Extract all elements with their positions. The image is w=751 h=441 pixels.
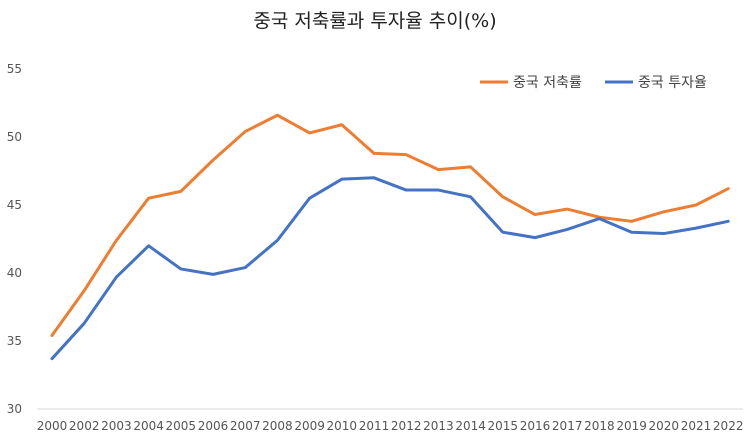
x-tick-label: 2022 xyxy=(713,419,744,433)
x-tick-label: 2021 xyxy=(681,419,712,433)
x-tick-label: 2016 xyxy=(520,419,551,433)
x-tick-label: 2005 xyxy=(166,419,197,433)
x-tick-label: 2018 xyxy=(584,419,615,433)
series-line-investment xyxy=(50,176,730,361)
x-tick-label: 2013 xyxy=(423,419,454,433)
series-lines xyxy=(50,113,730,361)
x-axis-ticks: 2000 2002 2003 2004 2005 2006 2007 2008 2009 2010… xyxy=(37,419,744,433)
x-tick-label: 2007 xyxy=(230,419,261,433)
chart-title: 중국 저축률과 투자율 추이(%) xyxy=(253,10,496,32)
x-tick-label: 2014 xyxy=(455,419,486,433)
y-tick-label: 30 xyxy=(7,402,22,416)
y-tick-label: 50 xyxy=(7,130,22,144)
x-tick-label: 2015 xyxy=(488,419,519,433)
y-tick-label: 45 xyxy=(7,198,22,212)
legend-label-savings: 중국 저축률 xyxy=(513,75,582,91)
x-tick-label: 2000 xyxy=(37,419,68,433)
legend: 중국 저축률 중국 투자율 xyxy=(480,75,707,91)
y-axis-ticks: 30 35 40 45 50 55 xyxy=(7,62,22,416)
x-tick-label: 2004 xyxy=(133,419,164,433)
x-tick-label: 2010 xyxy=(327,419,358,433)
x-tick-label: 2017 xyxy=(552,419,583,433)
y-tick-label: 40 xyxy=(7,266,22,280)
x-tick-label: 2012 xyxy=(391,419,422,433)
x-tick-label: 2003 xyxy=(101,419,132,433)
y-tick-label: 55 xyxy=(7,62,22,76)
x-tick-label: 2020 xyxy=(649,419,680,433)
x-tick-label: 2008 xyxy=(262,419,293,433)
x-tick-label: 2002 xyxy=(69,419,100,433)
x-tick-label: 2006 xyxy=(198,419,229,433)
series-line-savings xyxy=(50,113,730,338)
x-tick-label: 2011 xyxy=(359,419,390,433)
x-tick-label: 2009 xyxy=(294,419,325,433)
x-tick-label: 2019 xyxy=(616,419,647,433)
legend-label-investment: 중국 투자율 xyxy=(638,75,707,91)
y-tick-label: 35 xyxy=(7,334,22,348)
